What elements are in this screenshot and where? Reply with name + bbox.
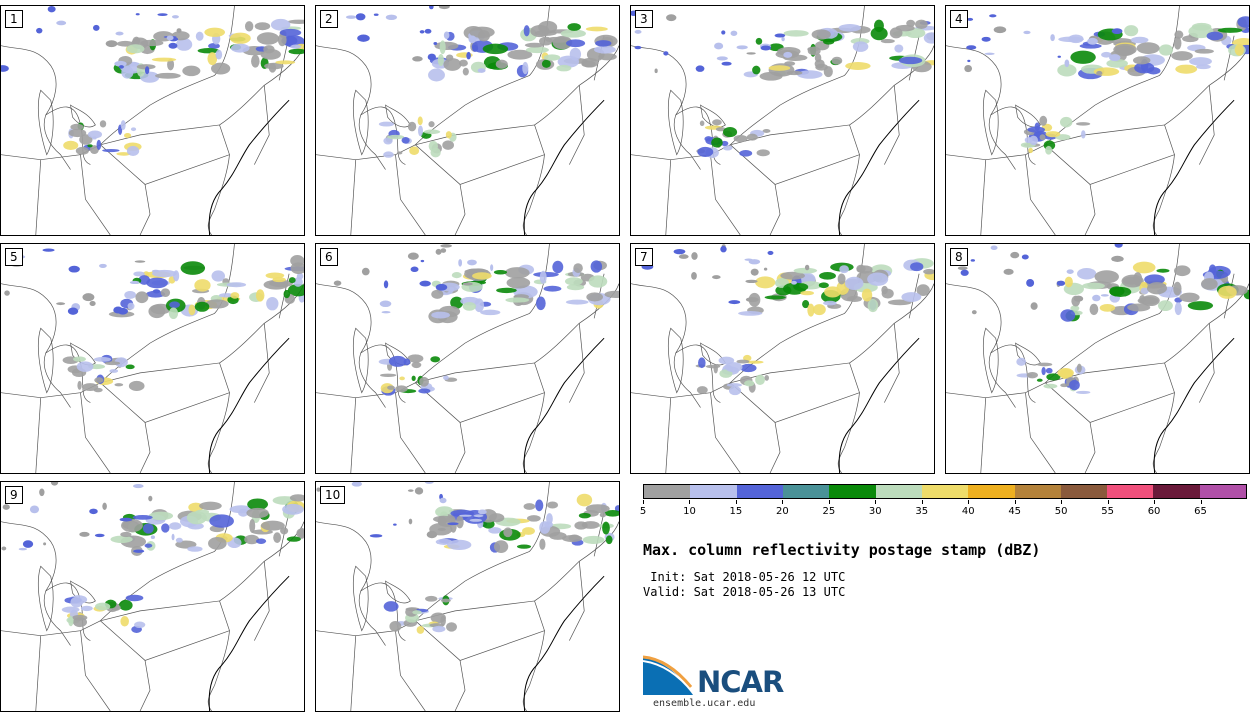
- member-label: 1: [5, 10, 23, 28]
- colorbar-tick-label: 60: [1147, 506, 1161, 517]
- map-canvas: [316, 244, 619, 473]
- init-time: Init: Sat 2018-05-26 12 UTC: [643, 570, 846, 584]
- colorbar-tick: [1154, 500, 1156, 504]
- colorbar-tick-label: 45: [1008, 506, 1022, 517]
- colorbar-tick: [735, 500, 737, 504]
- member-label: 6: [320, 248, 338, 266]
- colorbar-tick: [968, 500, 970, 504]
- map-canvas: [1, 482, 304, 711]
- colorbar-tick-label: 15: [729, 506, 743, 517]
- colorbar-tick-label: 55: [1101, 506, 1114, 517]
- colorbar-segment: [1107, 485, 1154, 498]
- valid-time: Valid: Sat 2018-05-26 13 UTC: [643, 585, 846, 599]
- ncar-logo-icon: [643, 655, 694, 695]
- member-panel: 8: [945, 243, 1250, 474]
- member-panel: 6: [315, 243, 620, 474]
- member-panel: 10: [315, 481, 620, 712]
- colorbar-segment: [736, 485, 783, 498]
- member-label: 9: [5, 486, 23, 504]
- colorbar-tick-label: 25: [822, 506, 836, 517]
- member-label: 4: [950, 10, 968, 28]
- colorbar-tick-label: 40: [961, 506, 975, 517]
- colorbar-ticks: 5 10 15 20 25 30 35 40 45 50 55 60 65: [639, 500, 1247, 520]
- logo-url: ensemble.ucar.edu: [653, 698, 756, 709]
- member-label: 10: [320, 486, 346, 504]
- member-panel: 3: [630, 5, 935, 236]
- colorbar-segment: [690, 485, 737, 498]
- colorbar-segment: [921, 485, 969, 498]
- member-panel: 4: [945, 5, 1250, 236]
- map-canvas: [946, 6, 1249, 235]
- colorbar-segment: [1199, 485, 1247, 498]
- colorbar-segment: [1014, 485, 1061, 498]
- member-panel: 2: [315, 5, 620, 236]
- colorbar-segment: [875, 485, 922, 498]
- colorbar: [643, 484, 1247, 499]
- member-panel: 1: [0, 5, 305, 236]
- map-canvas: [1, 244, 304, 473]
- colorbar-tick-label: 20: [776, 506, 789, 517]
- colorbar-tick-label: 10: [683, 506, 696, 517]
- map-canvas: [946, 244, 1249, 473]
- page-title: Max. column reflectivity postage stamp (…: [643, 541, 1041, 559]
- colorbar-tick-label: 35: [915, 506, 929, 517]
- colorbar-tick-label: 5: [639, 506, 647, 517]
- member-label: 8: [950, 248, 968, 266]
- logo-text: NCAR: [697, 665, 784, 699]
- colorbar-tick-label: 30: [868, 506, 882, 517]
- member-label: 2: [320, 10, 338, 28]
- colorbar-tick: [1061, 500, 1063, 504]
- colorbar-tick: [1200, 500, 1202, 504]
- map-canvas: [631, 244, 934, 473]
- colorbar-segment: [829, 485, 876, 498]
- map-canvas: [316, 482, 619, 711]
- colorbar-tick: [828, 500, 830, 504]
- colorbar-tick: [689, 500, 691, 504]
- map-canvas: [631, 6, 934, 235]
- colorbar-segment: [1060, 485, 1108, 498]
- colorbar-tick: [875, 500, 877, 504]
- member-label: 7: [635, 248, 653, 266]
- member-panel: 9: [0, 481, 305, 712]
- map-canvas: [1, 6, 304, 235]
- member-panel: 5: [0, 243, 305, 474]
- member-label: 3: [635, 10, 653, 28]
- member-panel: 7: [630, 243, 935, 474]
- member-label: 5: [5, 248, 23, 266]
- colorbar-tick: [1107, 500, 1109, 504]
- colorbar-tick-label: 65: [1194, 506, 1207, 517]
- colorbar-tick: [1014, 500, 1016, 504]
- colorbar-tick: [921, 500, 923, 504]
- colorbar-tick: [782, 500, 784, 504]
- map-canvas: [316, 6, 619, 235]
- colorbar-tick-label: 50: [1054, 506, 1068, 517]
- colorbar-tick: [643, 500, 644, 504]
- colorbar-segment: [644, 485, 691, 498]
- colorbar-segment: [1153, 485, 1200, 498]
- colorbar-segment: [968, 485, 1015, 498]
- colorbar-segment: [782, 485, 830, 498]
